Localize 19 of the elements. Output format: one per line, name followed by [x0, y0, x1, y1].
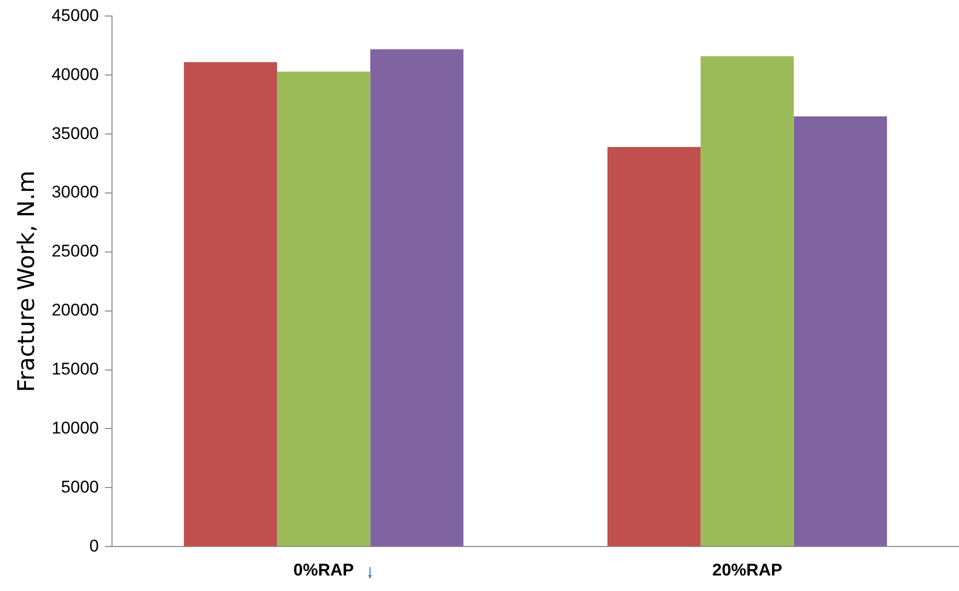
- x-tick-label: 20%RAP: [712, 560, 782, 580]
- x-tick-label: 0%RAP: [293, 560, 354, 580]
- y-tick-label: 25000: [52, 242, 99, 261]
- bar: [700, 56, 794, 546]
- y-tick-label: 30000: [52, 182, 99, 202]
- y-tick-label: 45000: [52, 6, 99, 25]
- y-tick-label: 5000: [61, 477, 99, 496]
- bar: [184, 62, 278, 546]
- y-axis-title: Fracture Work, N.m: [14, 170, 40, 392]
- bar: [607, 147, 701, 546]
- y-tick-label: 20000: [52, 300, 99, 320]
- y-tick-label: 15000: [52, 359, 99, 378]
- bar: [370, 49, 464, 546]
- y-tick-label: 0: [89, 536, 99, 556]
- y-tick-label: 40000: [52, 64, 99, 84]
- y-tick-label: 35000: [52, 124, 99, 143]
- bar: [277, 72, 370, 546]
- bar: [794, 116, 887, 546]
- y-tick-label: 10000: [52, 418, 99, 438]
